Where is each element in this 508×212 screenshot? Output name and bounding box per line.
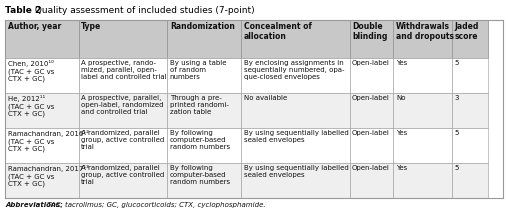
- Text: Open-label: Open-label: [352, 60, 390, 66]
- Text: Abbreviations:: Abbreviations:: [5, 202, 63, 208]
- Text: By using a table
of random
numbers: By using a table of random numbers: [170, 60, 227, 80]
- Bar: [167, 163, 241, 198]
- Text: Withdrawals
and dropouts: Withdrawals and dropouts: [396, 22, 454, 41]
- Bar: [241, 93, 350, 128]
- Bar: [241, 128, 350, 163]
- Text: Ramachandran, 2017¹³
(TAC + GC vs
CTX + GC): Ramachandran, 2017¹³ (TAC + GC vs CTX + …: [8, 165, 88, 187]
- Text: Randomization: Randomization: [170, 22, 235, 31]
- Text: A prospective, rando-
mized, parallel, open-
label and controlled trial: A prospective, rando- mized, parallel, o…: [81, 60, 167, 80]
- Text: Type: Type: [81, 22, 102, 31]
- Bar: [241, 163, 350, 198]
- Text: By using sequentially labelled
sealed envelopes: By using sequentially labelled sealed en…: [243, 130, 348, 143]
- Text: Quality assessment of included studies (7-point): Quality assessment of included studies (…: [33, 6, 255, 15]
- Bar: [5, 128, 79, 163]
- Text: Table 2: Table 2: [5, 6, 41, 15]
- Text: 3: 3: [455, 95, 459, 101]
- Bar: [393, 128, 452, 163]
- Text: Through a pre-
printed randomi-
zation table: Through a pre- printed randomi- zation t…: [170, 95, 229, 115]
- Bar: [452, 20, 488, 58]
- Text: By following
computer-based
random numbers: By following computer-based random numbe…: [170, 130, 230, 150]
- Text: Yes: Yes: [396, 165, 407, 171]
- Bar: [350, 93, 393, 128]
- Bar: [241, 20, 350, 58]
- Text: 5: 5: [455, 130, 459, 136]
- Text: Double
blinding: Double blinding: [352, 22, 388, 41]
- Bar: [167, 93, 241, 128]
- Text: Chen, 2010¹⁰
(TAC + GC vs
CTX + GC): Chen, 2010¹⁰ (TAC + GC vs CTX + GC): [8, 60, 54, 82]
- Bar: [167, 128, 241, 163]
- Text: Author, year: Author, year: [8, 22, 61, 31]
- Bar: [5, 58, 79, 93]
- Bar: [393, 93, 452, 128]
- Text: 5: 5: [455, 165, 459, 171]
- Text: By following
computer-based
random numbers: By following computer-based random numbe…: [170, 165, 230, 185]
- Text: By enclosing assignments in
sequentially numbered, opa-
que-closed envelopes: By enclosing assignments in sequentially…: [243, 60, 344, 80]
- Bar: [167, 58, 241, 93]
- Text: Ramachandran, 2016¹²
(TAC + GC vs
CTX + GC): Ramachandran, 2016¹² (TAC + GC vs CTX + …: [8, 130, 88, 152]
- Bar: [5, 93, 79, 128]
- Text: By using sequentially labelled
sealed envelopes: By using sequentially labelled sealed en…: [243, 165, 348, 178]
- Bar: [241, 58, 350, 93]
- Bar: [5, 20, 79, 58]
- Bar: [350, 163, 393, 198]
- Text: Jaded
score: Jaded score: [455, 22, 479, 41]
- Text: No available: No available: [243, 95, 287, 101]
- Text: A randomized, parallel
group, active controlled
trial: A randomized, parallel group, active con…: [81, 165, 165, 185]
- Bar: [452, 163, 488, 198]
- Bar: [350, 58, 393, 93]
- Bar: [350, 128, 393, 163]
- Bar: [79, 58, 167, 93]
- Text: Yes: Yes: [396, 60, 407, 66]
- Bar: [167, 20, 241, 58]
- Bar: [393, 163, 452, 198]
- Bar: [79, 163, 167, 198]
- Text: A prospective, parallel,
open-label, randomized
and controlled trial: A prospective, parallel, open-label, ran…: [81, 95, 164, 115]
- Text: Concealment of
allocation: Concealment of allocation: [243, 22, 311, 41]
- Bar: [79, 20, 167, 58]
- Text: TAC, tacrolimus; GC, glucocorticoids; CTX, cyclophosphamide.: TAC, tacrolimus; GC, glucocorticoids; CT…: [45, 202, 266, 208]
- Bar: [350, 20, 393, 58]
- Bar: [5, 163, 79, 198]
- Bar: [79, 128, 167, 163]
- Text: A randomized, parallel
group, active controlled
trial: A randomized, parallel group, active con…: [81, 130, 165, 150]
- Text: Open-label: Open-label: [352, 95, 390, 101]
- Text: No: No: [396, 95, 405, 101]
- Bar: [393, 58, 452, 93]
- Text: Open-label: Open-label: [352, 165, 390, 171]
- Bar: [452, 128, 488, 163]
- Text: Yes: Yes: [396, 130, 407, 136]
- Bar: [452, 58, 488, 93]
- Text: Open-label: Open-label: [352, 130, 390, 136]
- Bar: [393, 20, 452, 58]
- Text: 5: 5: [455, 60, 459, 66]
- Bar: [452, 93, 488, 128]
- Text: He, 2012¹¹
(TAC + GC vs
CTX + GC): He, 2012¹¹ (TAC + GC vs CTX + GC): [8, 95, 54, 117]
- Bar: [79, 93, 167, 128]
